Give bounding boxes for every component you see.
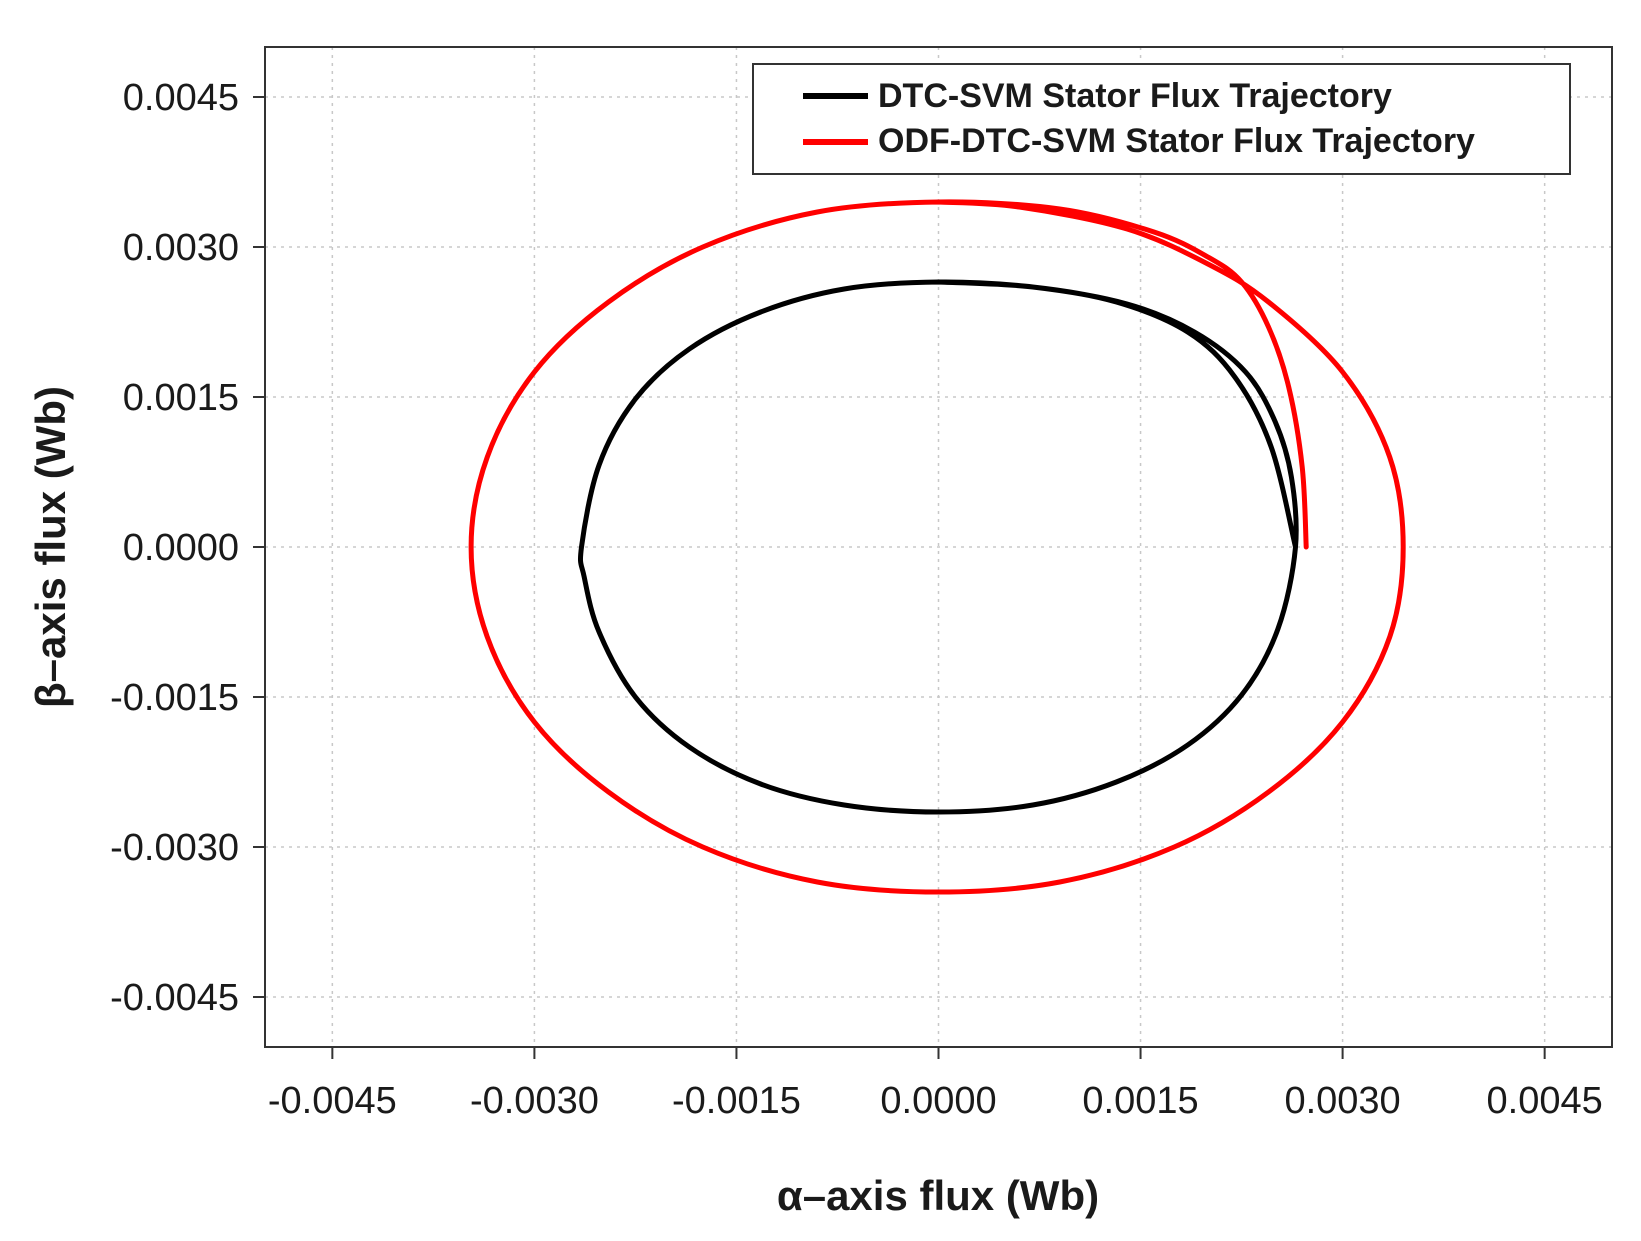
legend: DTC-SVM Stator Flux Trajectory ODF-DTC-S… — [752, 63, 1571, 175]
x-tick-label: -0.0015 — [672, 1080, 801, 1122]
x-tick-label: 0.0000 — [880, 1080, 996, 1122]
grid-lines — [265, 47, 1612, 1047]
y-tick-label: 0.0000 — [123, 527, 239, 569]
legend-box — [752, 63, 1571, 175]
y-tick-label: 0.0045 — [123, 77, 239, 119]
x-tick-label: 0.0030 — [1284, 1080, 1400, 1122]
x-tick-label: 0.0045 — [1487, 1080, 1603, 1122]
legend-label-odf-dtc-svm: ODF-DTC-SVM Stator Flux Trajectory — [878, 122, 1475, 160]
x-axis-ticks: -0.0045 -0.0030 -0.0015 0.0000 0.0015 0.0030 0… — [268, 1047, 1603, 1122]
x-tick-label: -0.0030 — [470, 1080, 599, 1122]
y-axis-ticks: -0.0045 -0.0030 -0.0015 0.0000 0.0015 0.0030 0… — [110, 77, 265, 1019]
x-tick-label: 0.0015 — [1082, 1080, 1198, 1122]
x-tick-label: -0.0045 — [268, 1080, 397, 1122]
y-tick-label: -0.0030 — [110, 827, 239, 869]
series-line-odf-dtc-svm — [468, 199, 1406, 895]
series-group — [468, 199, 1406, 895]
y-tick-label: -0.0045 — [110, 977, 239, 1019]
y-tick-label: -0.0015 — [110, 677, 239, 719]
series-line-dtc-svm — [578, 279, 1299, 815]
y-tick-label: 0.0030 — [123, 227, 239, 269]
legend-label-dtc-svm: DTC-SVM Stator Flux Trajectory — [878, 77, 1392, 115]
x-axis-title: α–axis flux (Wb) — [777, 1172, 1099, 1219]
y-tick-label: 0.0015 — [123, 377, 239, 419]
y-axis-title: β–axis flux (Wb) — [27, 386, 74, 708]
